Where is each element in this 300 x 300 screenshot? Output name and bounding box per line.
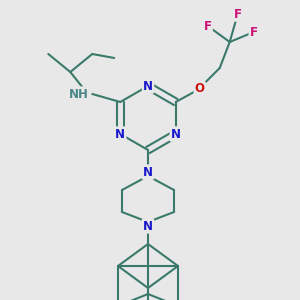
Text: N: N [171, 128, 181, 140]
Text: N: N [143, 166, 153, 178]
Text: NH: NH [68, 88, 88, 100]
Text: N: N [143, 80, 153, 92]
Text: F: F [204, 20, 212, 32]
Text: F: F [250, 26, 258, 38]
Text: N: N [115, 128, 125, 140]
Text: O: O [195, 82, 205, 95]
Text: F: F [234, 8, 242, 20]
Text: N: N [143, 220, 153, 232]
